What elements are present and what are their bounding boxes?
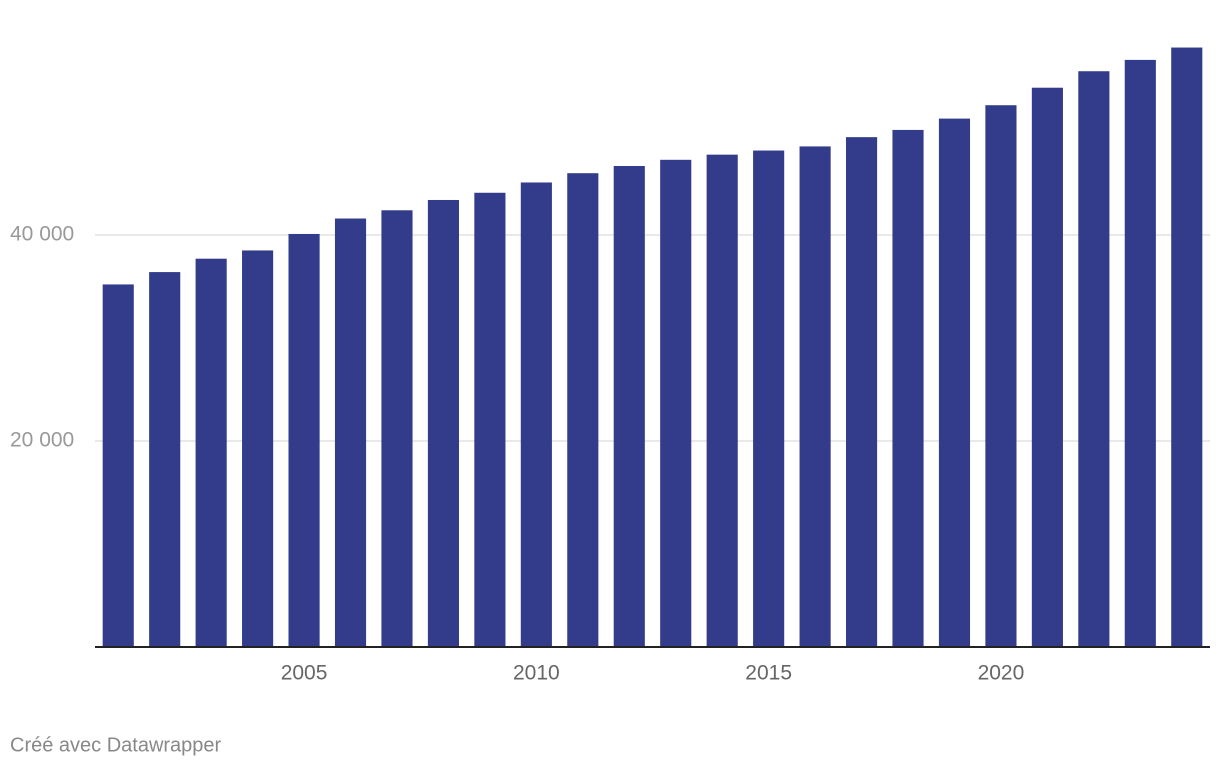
bar xyxy=(102,284,134,647)
bar xyxy=(706,154,738,647)
x-tick-label: 2010 xyxy=(513,662,560,685)
bar xyxy=(567,173,599,647)
bar xyxy=(381,210,413,647)
bar xyxy=(1171,47,1203,648)
footer: Créé avec Datawrapper xyxy=(10,734,222,756)
bar xyxy=(195,258,227,647)
bar xyxy=(242,250,274,647)
bar xyxy=(799,146,831,648)
bar xyxy=(985,105,1017,648)
y-tick-label: 20 000 xyxy=(10,429,74,452)
bar xyxy=(520,182,552,647)
bar xyxy=(288,233,320,647)
bar xyxy=(892,129,924,647)
bar xyxy=(334,218,367,647)
bar xyxy=(1031,87,1063,647)
x-tick-label: 2020 xyxy=(978,662,1025,685)
y-tick-label: 40 000 xyxy=(10,223,74,246)
bar xyxy=(149,272,181,647)
x-tick-label: 2005 xyxy=(281,662,328,685)
bar xyxy=(427,199,460,648)
bar xyxy=(753,150,785,648)
bar xyxy=(660,159,692,647)
bar xyxy=(938,118,971,648)
x-tick-label: 2015 xyxy=(745,662,792,685)
bar xyxy=(845,137,878,647)
bar xyxy=(1124,59,1156,647)
bar xyxy=(1078,71,1110,648)
bar xyxy=(613,165,645,648)
bar xyxy=(474,192,506,647)
